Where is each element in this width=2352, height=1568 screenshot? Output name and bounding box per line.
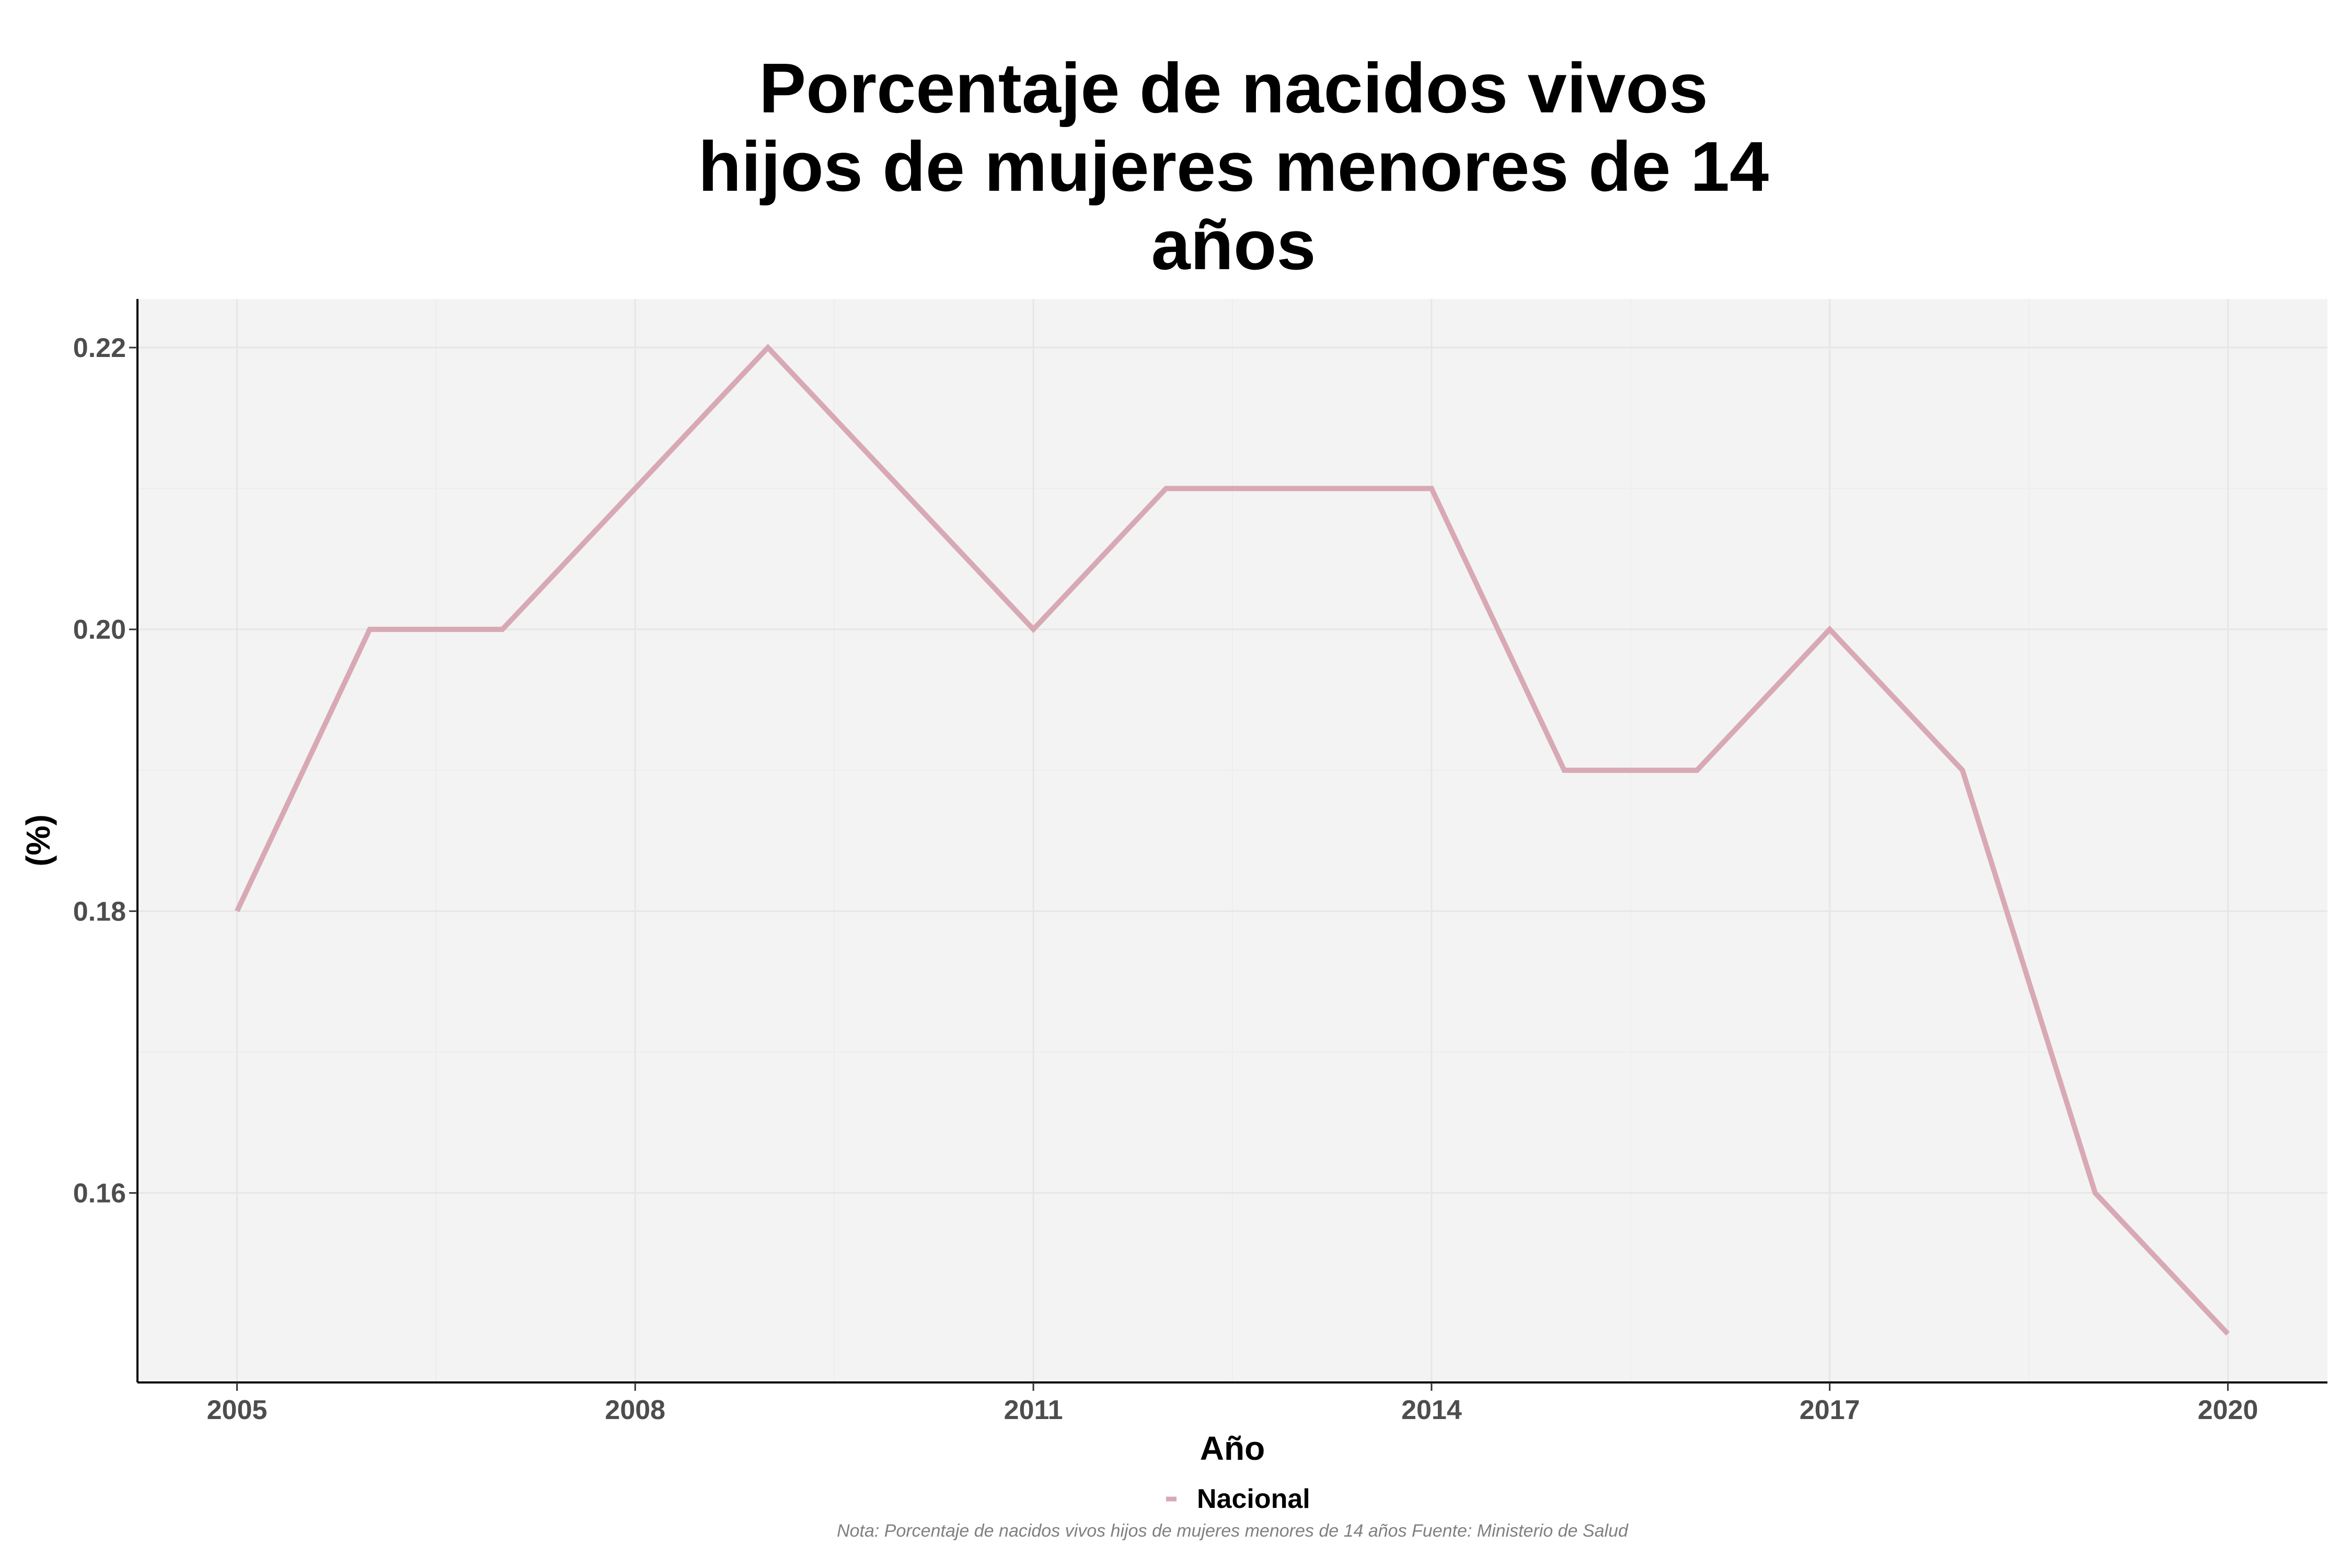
y-tick-label: 0.16: [73, 1178, 126, 1208]
chart-title: Porcentaje de nacidos vivos hijos de muj…: [698, 49, 1769, 284]
x-tick-label: 2005: [207, 1395, 268, 1425]
chart-title-line-2: hijos de mujeres menores de 14: [698, 127, 1769, 206]
x-axis-title: Año: [1200, 1429, 1265, 1467]
x-tick-label: 2017: [1800, 1395, 1860, 1425]
x-tick-label: 2008: [605, 1395, 665, 1425]
legend: Nacional: [1166, 1484, 1310, 1514]
chart-title-line-3: años: [1151, 205, 1316, 284]
legend-label-nacional: Nacional: [1197, 1484, 1310, 1514]
y-axis-title: (%): [19, 814, 57, 867]
y-axis-ticks: 0.16 0.18 0.20 0.22: [73, 333, 137, 1208]
x-tick-label: 2014: [1401, 1395, 1462, 1425]
x-axis-ticks: 2005 2008 2011 2014 2017 2020: [207, 1382, 2258, 1425]
series-layer: [234, 343, 2230, 1336]
chart-title-line-1: Porcentaje de nacidos vivos: [759, 49, 1708, 128]
chart-caption: Nota: Porcentaje de nacidos vivos hijos …: [837, 1521, 1629, 1541]
x-tick-label: 2020: [2198, 1395, 2258, 1425]
y-tick-label: 0.20: [73, 615, 126, 645]
y-tick-label: 0.22: [73, 333, 126, 363]
y-tick-label: 0.18: [73, 896, 126, 927]
series-line-nacional: [234, 343, 2230, 1336]
x-tick-label: 2011: [1004, 1395, 1063, 1425]
